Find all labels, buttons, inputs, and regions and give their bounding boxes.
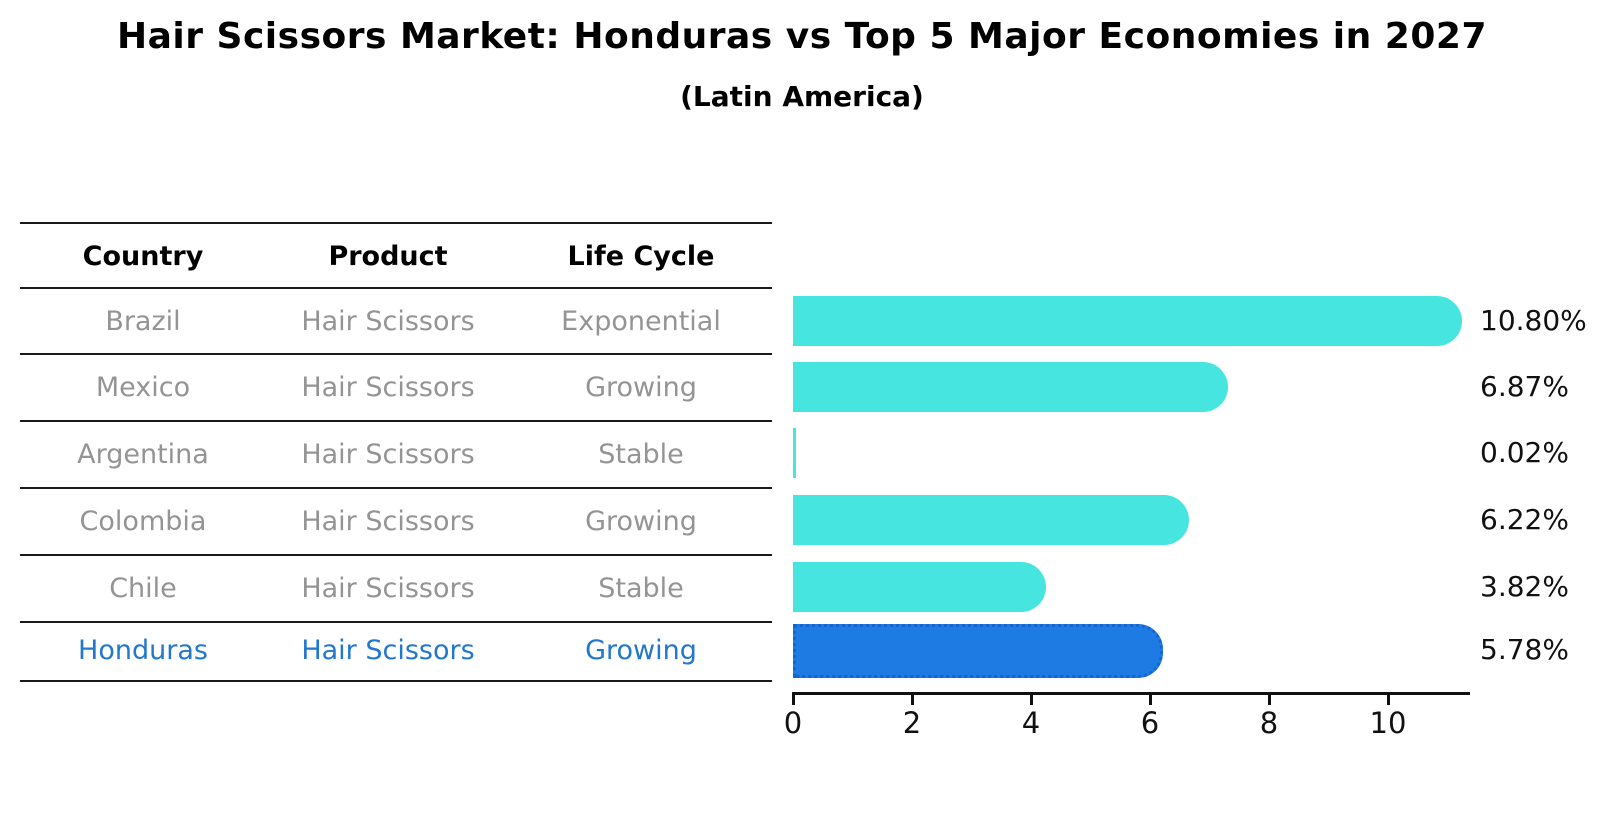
column-header-country: Country (82, 240, 204, 272)
cell-product: Hair Scissors (301, 506, 475, 537)
cell-product: Hair Scissors (301, 372, 475, 403)
cell-country: Brazil (105, 305, 181, 337)
bar-honduras-highlighted (793, 624, 1163, 678)
x-axis-tick-label: 2 (902, 706, 922, 740)
cell-product: Hair Scissors (301, 439, 475, 470)
cell-product: Hair Scissors (301, 305, 475, 337)
value-label-chile: 3.82% (1480, 570, 1569, 603)
table-divider (20, 554, 772, 556)
cell-country: Chile (109, 573, 177, 604)
value-label-colombia: 6.22% (1480, 503, 1569, 536)
x-axis-tick (911, 694, 914, 705)
table-divider (20, 621, 772, 623)
bar-brazil (793, 296, 1462, 346)
x-axis-tick (1268, 694, 1271, 705)
bar-mexico (793, 362, 1228, 412)
cell-lifecycle: Stable (598, 439, 684, 470)
table-divider (20, 222, 772, 224)
x-axis-tick-label: 10 (1369, 706, 1407, 740)
x-axis-tick (1149, 694, 1152, 705)
x-axis-tick (792, 694, 795, 705)
table-row-mexico: Mexico Hair Scissors Growing (20, 355, 772, 420)
table-header-row: Country Product Life Cycle (20, 224, 772, 288)
cell-lifecycle: Exponential (561, 305, 721, 337)
cell-lifecycle: Growing (585, 635, 697, 666)
chart-subtitle: (Latin America) (680, 80, 924, 113)
bar-colombia (793, 495, 1190, 545)
cell-lifecycle: Growing (585, 506, 697, 537)
cell-lifecycle: Growing (585, 372, 697, 403)
x-axis-tick-label: 4 (1021, 706, 1041, 740)
cell-country: Honduras (78, 635, 208, 666)
table-row-honduras: Honduras Hair Scissors Growing (20, 623, 772, 678)
bar-chile (793, 562, 1047, 612)
chart-title: Hair Scissors Market: Honduras vs Top 5 … (116, 16, 1487, 57)
cell-product: Hair Scissors (301, 635, 475, 666)
table-row-brazil: Brazil Hair Scissors Exponential (20, 289, 772, 353)
x-axis-tick-label: 6 (1140, 706, 1160, 740)
cell-lifecycle: Stable (598, 573, 684, 604)
cell-country: Mexico (95, 372, 191, 403)
x-axis-tick-label: 8 (1259, 706, 1279, 740)
x-axis-tick (1387, 694, 1390, 705)
value-label-argentina: 0.02% (1480, 436, 1569, 469)
column-header-product: Product (328, 240, 448, 272)
x-axis-tick-label: 0 (783, 706, 803, 740)
x-axis-tick (1030, 694, 1033, 705)
table-divider (20, 487, 772, 489)
table-divider (20, 353, 772, 355)
x-axis-line (792, 692, 1470, 695)
value-label-honduras: 5.78% (1480, 633, 1569, 666)
value-label-brazil: 10.80% (1480, 304, 1587, 337)
cell-country: Argentina (77, 439, 209, 470)
table-divider (20, 287, 772, 289)
table-row-chile: Chile Hair Scissors Stable (20, 556, 772, 621)
table-row-colombia: Colombia Hair Scissors Growing (20, 489, 772, 554)
table-divider (20, 420, 772, 422)
column-header-lifecycle: Life Cycle (567, 240, 715, 272)
table-divider (20, 680, 772, 682)
cell-product: Hair Scissors (301, 573, 475, 604)
bar-argentina (793, 428, 796, 478)
value-label-mexico: 6.87% (1480, 370, 1569, 403)
table-row-argentina: Argentina Hair Scissors Stable (20, 422, 772, 487)
cell-country: Colombia (79, 506, 207, 537)
